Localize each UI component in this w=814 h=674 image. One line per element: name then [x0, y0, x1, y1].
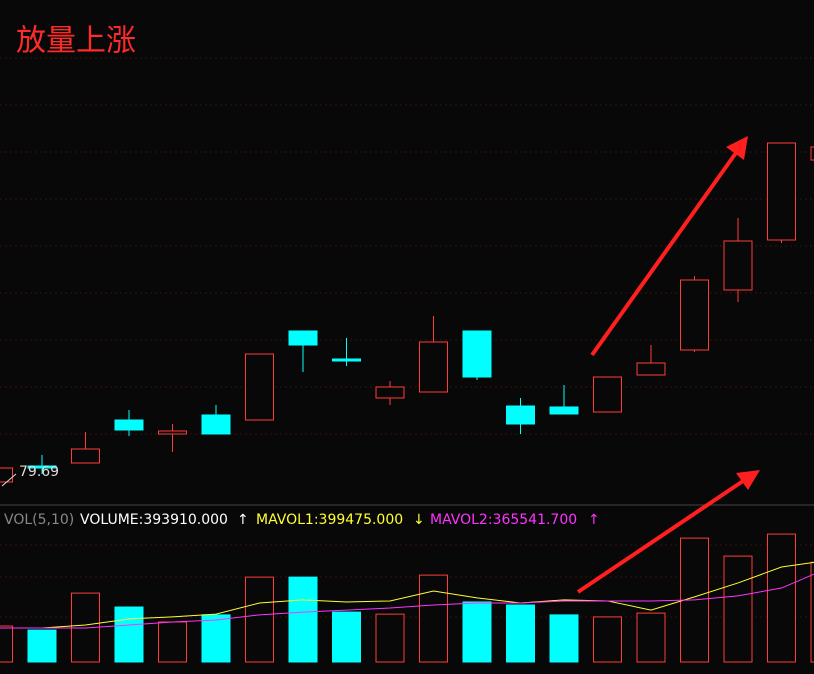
legend-entry: MAVOL1:399475.000 — [256, 512, 403, 528]
indicator-label: VOL(5,10) — [4, 512, 74, 528]
volume-bar — [506, 604, 535, 663]
candle-body — [27, 465, 57, 469]
candle-body — [375, 386, 405, 399]
plot: 79.69 VOL(5,10) VOLUME:393910.000 ↑ MAVOL1:3… — [0, 142, 814, 663]
volume-bar — [462, 601, 492, 663]
volume-bar — [201, 614, 231, 663]
volume-bar — [375, 613, 405, 663]
candle-body — [549, 406, 579, 415]
annotation-arrows — [576, 136, 760, 594]
candle-body — [419, 341, 448, 393]
volume-bar — [245, 576, 274, 663]
volume-bar — [158, 621, 187, 663]
low-pointer — [1, 473, 17, 487]
candle-body — [462, 330, 492, 378]
volume-bar — [0, 625, 13, 663]
legend-trend: ↑ — [588, 512, 600, 528]
candle-body — [723, 240, 753, 291]
candle-body — [810, 146, 814, 161]
volume-bar — [114, 606, 144, 663]
candle-body — [158, 430, 187, 435]
legend-trend: ↓ — [413, 512, 425, 528]
candle-body — [201, 414, 231, 435]
legend-trend: ↑ — [237, 512, 249, 528]
candle-body — [680, 279, 709, 351]
candle-body — [332, 358, 361, 362]
ma-line — [0, 573, 814, 629]
candle-body — [593, 376, 622, 413]
volume-bar — [593, 616, 622, 663]
volume-bar — [767, 533, 796, 663]
chart-title: 放量上涨 — [16, 24, 136, 59]
legend-bg — [0, 507, 814, 531]
candle-body — [0, 467, 13, 483]
candle-body — [71, 448, 100, 464]
candle-body — [506, 405, 535, 425]
volume-bar — [549, 614, 579, 663]
volume-bar — [636, 612, 666, 663]
legend-entry: MAVOL2:365541.700 — [430, 512, 577, 528]
ma-line — [0, 561, 814, 629]
candle-body — [288, 330, 318, 346]
volume-bar — [810, 561, 814, 663]
volume-bar — [27, 629, 57, 663]
candle-body — [245, 353, 274, 421]
volume-bar — [723, 555, 753, 663]
volume-bar — [332, 611, 361, 663]
candle-body — [767, 142, 796, 241]
legend-entry: VOLUME:393910.000 — [80, 512, 228, 528]
volume-bar — [419, 574, 448, 663]
candle-body — [636, 362, 666, 376]
volume-bar — [288, 576, 318, 663]
candle-body — [114, 419, 144, 431]
low-label: 79.69 — [19, 464, 59, 480]
